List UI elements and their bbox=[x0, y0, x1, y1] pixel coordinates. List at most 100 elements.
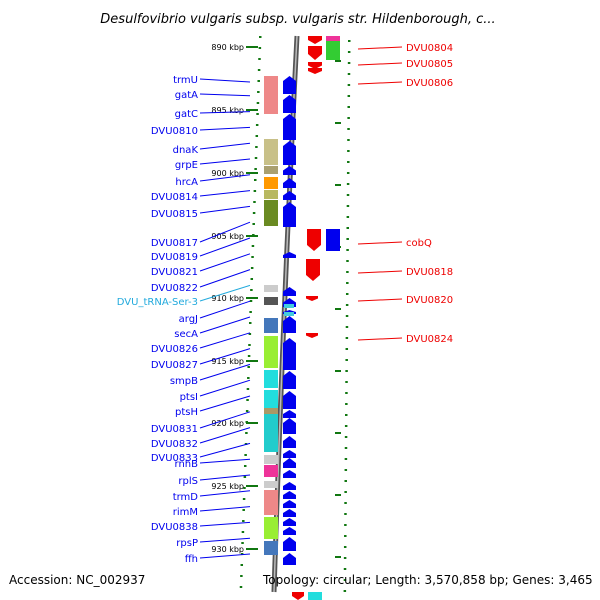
forward-gene-arrow bbox=[283, 527, 296, 535]
forward-gene-label: DVU0815 bbox=[151, 209, 198, 220]
forward-gene-leader bbox=[199, 205, 251, 214]
reverse-gene-leader bbox=[357, 46, 403, 50]
reverse-gene-label: cobQ bbox=[406, 238, 432, 249]
gene-color-block bbox=[264, 465, 278, 477]
reverse-gene-leader bbox=[357, 298, 403, 302]
scale-tick bbox=[344, 502, 347, 504]
forward-gene-arrow bbox=[283, 114, 296, 140]
scale-label: 930 kbp bbox=[211, 545, 244, 554]
scale-tick bbox=[347, 51, 351, 53]
forward-gene-label: DVU0832 bbox=[151, 439, 198, 450]
reverse-gene-label: DVU0818 bbox=[406, 267, 453, 278]
scale-tick bbox=[346, 238, 349, 240]
scale-tick bbox=[239, 586, 243, 588]
forward-gene-leader bbox=[199, 490, 251, 497]
forward-gene-block bbox=[326, 229, 340, 251]
scale-tick bbox=[345, 348, 349, 350]
scale-tick bbox=[344, 513, 347, 515]
reverse-gene-leader bbox=[357, 337, 403, 341]
scale-tick bbox=[348, 40, 351, 42]
scale-tick bbox=[345, 392, 348, 394]
forward-gene-arrow bbox=[283, 141, 296, 165]
scale-tick bbox=[347, 62, 351, 64]
scale-label: 920 kbp bbox=[211, 419, 244, 428]
accession-text: Accession: NC_002937 bbox=[9, 573, 146, 587]
scale-tick bbox=[345, 403, 348, 405]
forward-gene-leader bbox=[199, 111, 251, 114]
reverse-gene-leader bbox=[357, 241, 403, 245]
forward-gene-label: gatC bbox=[175, 109, 198, 120]
forward-gene-arrow bbox=[283, 252, 296, 258]
scale-labels: 890 kbp 895 kbp 900 kbp 905 kbp 910 kbp 915 k… bbox=[211, 43, 258, 554]
forward-gene-arrow bbox=[283, 491, 296, 499]
gene-color-block bbox=[264, 190, 278, 199]
scale-tick bbox=[246, 399, 249, 401]
scale-tick bbox=[344, 491, 347, 493]
scale-label: 895 kbp bbox=[211, 106, 244, 115]
scale-tick bbox=[345, 315, 349, 317]
scale-tick bbox=[346, 205, 350, 207]
scale-tick bbox=[344, 480, 347, 482]
reverse-gene-arrow bbox=[307, 229, 321, 251]
reverse-gene-arrow bbox=[308, 62, 322, 69]
reverse-gene-leader bbox=[357, 62, 403, 66]
forward-gene-leader bbox=[199, 269, 251, 288]
forward-gene-leader bbox=[199, 363, 251, 381]
scale-tick bbox=[245, 410, 249, 412]
forward-gene-leader bbox=[199, 253, 251, 272]
scale-tick bbox=[347, 150, 350, 152]
scale-tick-major bbox=[335, 184, 341, 186]
scale-tick bbox=[247, 366, 250, 368]
scale-tick bbox=[241, 531, 245, 533]
forward-gene-leader bbox=[199, 458, 251, 464]
scale-tick bbox=[249, 311, 252, 313]
forward-gene-arrow bbox=[283, 410, 296, 418]
forward-gene-label: DVU0838 bbox=[151, 522, 198, 533]
forward-gene-arrow bbox=[283, 371, 296, 389]
forward-gene-leader bbox=[199, 411, 251, 429]
scale-label: 910 kbp bbox=[211, 294, 244, 303]
scale-tick bbox=[254, 168, 257, 170]
forward-gene-arrow bbox=[283, 553, 296, 565]
scale-tick bbox=[346, 249, 349, 251]
forward-gene-leader bbox=[199, 93, 251, 97]
forward-gene-arrow bbox=[283, 76, 296, 94]
scale-tick bbox=[347, 117, 350, 119]
scale-tick bbox=[243, 487, 246, 489]
gene-color-block bbox=[264, 490, 278, 515]
forward-gene-leader bbox=[199, 316, 251, 334]
scale-tick bbox=[346, 260, 349, 262]
forward-gene-arrow bbox=[283, 436, 296, 448]
forward-gene-label: rimM bbox=[173, 507, 198, 518]
scale-tick bbox=[258, 58, 261, 60]
scale-tick bbox=[345, 381, 348, 383]
scale-tick bbox=[249, 300, 253, 302]
scale-tick bbox=[346, 216, 350, 218]
scale-tick bbox=[347, 128, 350, 130]
scale-tick bbox=[253, 201, 256, 203]
scale-tick-major bbox=[335, 122, 341, 124]
scale-tick bbox=[255, 146, 258, 148]
reverse-gene-label: DVU0820 bbox=[406, 295, 453, 306]
scale-tick bbox=[241, 542, 244, 544]
forward-gene-arrow bbox=[283, 418, 296, 434]
reverse-gene-arrow bbox=[306, 333, 318, 338]
scale-label: 890 kbp bbox=[211, 43, 244, 52]
scale-tick-major bbox=[335, 370, 341, 372]
scale-tick-major bbox=[335, 556, 341, 558]
scale-tick bbox=[345, 326, 349, 328]
forward-gene-arrow bbox=[283, 178, 296, 188]
gene-color-block bbox=[264, 166, 278, 174]
scale-tick bbox=[245, 432, 248, 434]
scale-tick bbox=[345, 370, 348, 372]
reverse-gene-label: DVU0824 bbox=[406, 334, 453, 345]
scale-tick bbox=[345, 293, 349, 295]
forward-gene-leader bbox=[199, 300, 251, 319]
gene-color-block bbox=[264, 318, 278, 333]
forward-gene-arrow bbox=[283, 450, 296, 458]
scale-tick bbox=[344, 447, 348, 449]
gene-color-block bbox=[264, 408, 278, 414]
forward-gene-label: DVU0827 bbox=[151, 360, 198, 371]
scale-tick bbox=[248, 322, 252, 324]
